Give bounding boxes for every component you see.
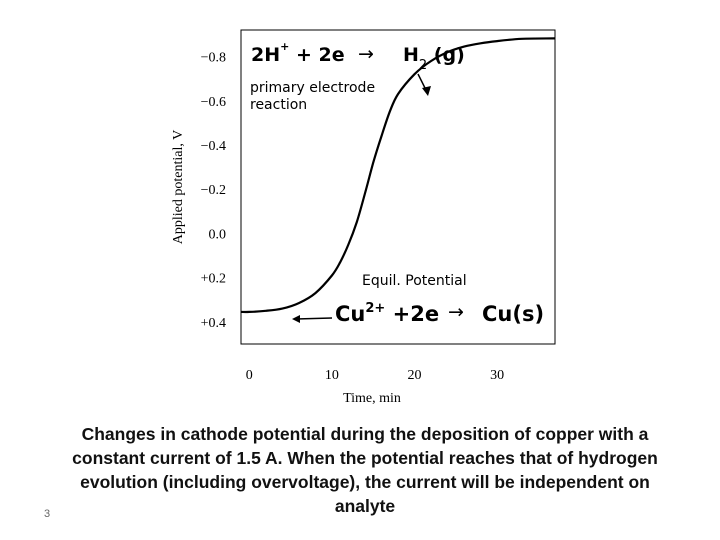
- cu-eq-reactant: Cu: [335, 302, 365, 326]
- cu-equation-product: Cu(s): [482, 302, 544, 326]
- h2-equation: 2H+ + 2e: [251, 40, 345, 66]
- cu-equation: Cu2+ +2e: [335, 301, 439, 326]
- h2-eq-mid: + 2e: [289, 44, 344, 66]
- y-axis-ticks: −0.8 −0.6 −0.4 −0.2 0.0 +0.2 +0.4: [201, 51, 226, 331]
- chart: −0.8 −0.6 −0.4 −0.2 0.0 +0.2 +0.4 0 10 20 30 Time…: [171, 29, 556, 406]
- y-tick-label: −0.4: [201, 139, 226, 154]
- slide-number: 3: [44, 508, 51, 520]
- primary-reaction-label-1: primary electrode: [250, 80, 375, 96]
- cu-eq-charge: 2+: [365, 301, 385, 316]
- y-axis-label: Applied potential, V: [171, 130, 186, 244]
- h2-equation-arrow: →: [358, 43, 374, 65]
- series-line: [240, 37, 556, 314]
- x-tick-label: 30: [490, 368, 504, 383]
- h2-arrow-head: [422, 86, 431, 96]
- h2-eq-product: H: [403, 44, 419, 66]
- y-tick-label: −0.8: [201, 51, 226, 66]
- x-tick-label: 10: [325, 368, 339, 383]
- cu-eq-mid: +2e: [385, 302, 439, 326]
- primary-reaction-label-2: reaction: [250, 97, 307, 113]
- y-tick-label: 0.0: [209, 227, 227, 242]
- h2-eq-sub: 2: [419, 58, 427, 73]
- x-tick-label: 0: [246, 368, 253, 383]
- plot-frame: [240, 29, 556, 345]
- h2-equation-product: H2 (g): [403, 44, 465, 73]
- x-tick-label: 20: [408, 368, 422, 383]
- y-tick-label: −0.2: [201, 183, 226, 198]
- equil-potential-label: Equil. Potential: [362, 273, 467, 289]
- h2-eq-phase: (g): [427, 44, 465, 66]
- y-tick-label: +0.4: [201, 316, 226, 331]
- cu-arrow-line: [295, 317, 333, 320]
- figure-caption: Changes in cathode potential during the …: [72, 424, 658, 516]
- cu-equation-arrow: →: [448, 301, 464, 323]
- h2-eq-reactant: 2H: [251, 44, 280, 66]
- h2-eq-charge: +: [280, 40, 289, 53]
- y-tick-label: −0.6: [201, 95, 226, 110]
- cu-arrow-head: [292, 315, 300, 323]
- y-tick-label: +0.2: [201, 272, 226, 287]
- x-axis-ticks: 0 10 20 30: [246, 368, 504, 383]
- x-axis-label: Time, min: [343, 391, 401, 406]
